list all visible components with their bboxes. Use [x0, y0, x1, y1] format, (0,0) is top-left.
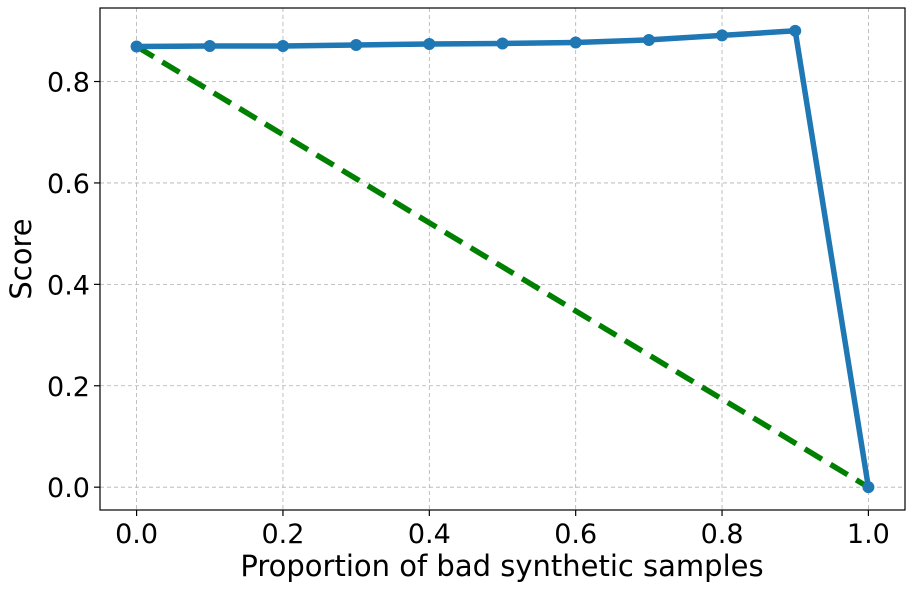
y-tick-label: 0.6: [47, 169, 90, 200]
data-point: [130, 40, 143, 53]
x-axis-title: Proportion of bad synthetic samples: [240, 549, 763, 583]
x-tick-label: 0.8: [701, 519, 744, 550]
x-tick-label: 0.2: [261, 519, 304, 550]
data-point: [350, 39, 363, 52]
data-point: [276, 40, 289, 53]
data-point: [569, 36, 582, 49]
data-point: [423, 38, 436, 51]
data-point: [789, 24, 802, 37]
y-tick-label: 0.0: [47, 473, 90, 504]
series-layer: [130, 24, 875, 494]
y-tick-label: 0.2: [47, 372, 90, 403]
plot-frame: [99, 7, 906, 511]
y-tick-label: 0.4: [47, 270, 90, 301]
grid: [100, 8, 905, 510]
y-axis-title: Score: [4, 218, 38, 299]
data-point: [716, 29, 729, 42]
x-tick-label: 0.0: [115, 519, 158, 550]
data-point: [642, 33, 655, 46]
ticks: 0.0 0.2 0.4 0.6 0.8 1.0 0.0 0.2 0.4 0.6 0.8: [47, 68, 890, 550]
data-point: [862, 481, 875, 494]
x-tick-label: 0.6: [554, 519, 597, 550]
y-tick-label: 0.8: [47, 68, 90, 99]
x-tick-label: 0.4: [408, 519, 451, 550]
data-point: [496, 37, 509, 50]
data-point: [203, 40, 216, 53]
series-line-linear-reference: [135, 44, 870, 490]
x-tick-label: 1.0: [847, 519, 890, 550]
